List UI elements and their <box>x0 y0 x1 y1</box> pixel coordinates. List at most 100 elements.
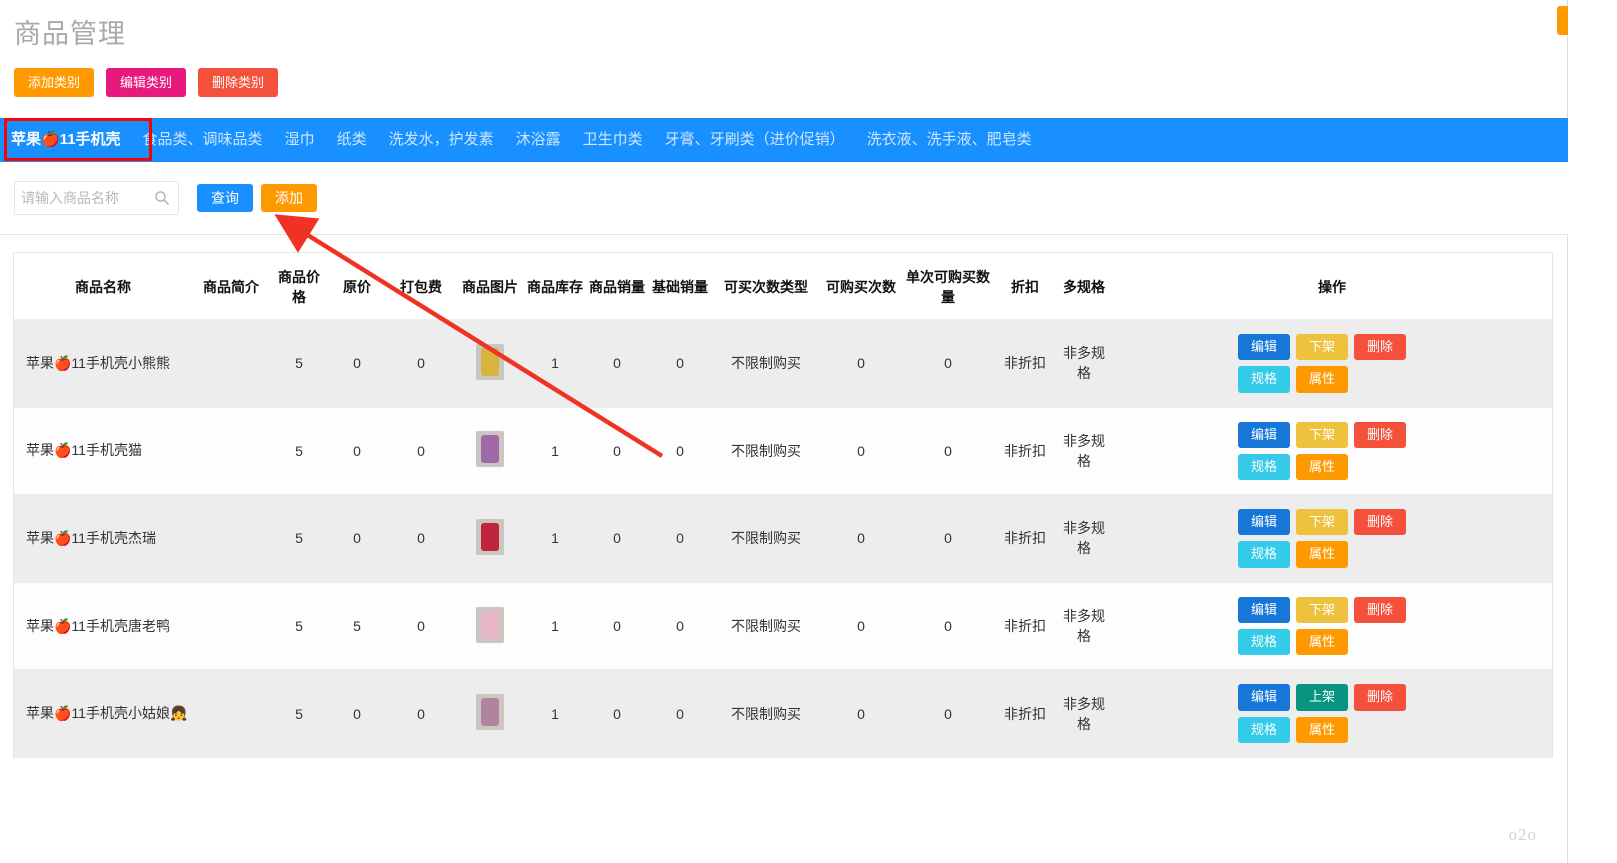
tab-toothpaste-toothbrush[interactable]: 牙膏、牙刷类（进价促销） <box>664 131 845 148</box>
edit-button[interactable]: 编辑 <box>1238 421 1291 448</box>
attribute-button[interactable]: 属性 <box>1296 541 1349 568</box>
product-thumbnail[interactable] <box>476 431 504 468</box>
col-buy-limit-type: 可买次数类型 <box>712 253 820 320</box>
operation-row-secondary: 规格 属性 <box>1238 541 1426 568</box>
cell-buy-limit-type: 不限制购买 <box>712 669 820 758</box>
attribute-button[interactable]: 属性 <box>1296 453 1349 481</box>
operation-row-primary: 编辑 上架 删除 <box>1238 684 1426 711</box>
product-thumbnail[interactable] <box>476 518 504 555</box>
unlist-button[interactable]: 下架 <box>1296 509 1349 536</box>
add-category-button[interactable]: 添加类别 <box>14 68 95 97</box>
delete-category-button[interactable]: 删除类别 <box>198 68 279 97</box>
cell-original-price: 5 <box>328 582 386 671</box>
cell-product-sales: 0 <box>586 319 648 408</box>
cell-product-intro <box>192 319 270 408</box>
cell-buy-limit-type: 不限制购买 <box>712 582 820 671</box>
operation-row-secondary: 规格 属性 <box>1238 629 1426 656</box>
unlist-button[interactable]: 下架 <box>1296 421 1349 448</box>
add-product-button[interactable]: 添加 <box>261 184 317 212</box>
cell-product-intro <box>192 669 270 758</box>
tab-body-wash[interactable]: 沐浴露 <box>515 131 561 148</box>
cell-original-price: 0 <box>328 407 386 496</box>
col-product-sales: 商品销量 <box>586 253 648 320</box>
tab-shampoo-conditioner[interactable]: 洗发水，护发素 <box>388 131 494 148</box>
cell-base-sales: 0 <box>648 319 712 408</box>
spec-button[interactable]: 规格 <box>1238 629 1291 656</box>
attribute-button[interactable]: 属性 <box>1296 716 1349 743</box>
table-header-row: 商品名称 商品简介 商品价格 原价 打包费 商品图片 商品库存 商品销量 基础销… <box>14 253 1552 320</box>
col-single-buy-qty: 单次可购买数量 <box>902 253 994 320</box>
query-button[interactable]: 查询 <box>197 184 253 212</box>
edit-button[interactable]: 编辑 <box>1238 684 1291 711</box>
edit-button[interactable]: 编辑 <box>1238 509 1291 536</box>
cell-product-stock: 1 <box>524 582 586 671</box>
cell-buy-count: 0 <box>820 319 902 408</box>
attribute-button[interactable]: 属性 <box>1296 629 1349 656</box>
product-thumbnail[interactable] <box>476 694 504 731</box>
cell-single-buy-qty: 0 <box>902 319 994 408</box>
cell-product-intro <box>192 582 270 671</box>
search-input[interactable] <box>15 183 145 213</box>
tab-sanitary-napkins[interactable]: 卫生巾类 <box>582 131 643 148</box>
tab-food-seasoning[interactable]: 食品类、调味品类 <box>142 131 263 148</box>
operation-row-secondary: 规格 属性 <box>1238 366 1426 393</box>
delete-button[interactable]: 删除 <box>1354 421 1407 448</box>
cell-single-buy-qty: 0 <box>902 407 994 496</box>
list-button[interactable]: 上架 <box>1296 684 1349 711</box>
search-icon[interactable] <box>154 190 170 206</box>
cell-base-sales: 0 <box>648 407 712 496</box>
delete-button[interactable]: 删除 <box>1354 684 1407 711</box>
thumbnail-image <box>481 522 499 551</box>
category-action-buttons: 添加类别 编辑类别 删除类别 <box>14 68 279 97</box>
unlist-button[interactable]: 下架 <box>1296 334 1349 361</box>
delete-button[interactable]: 删除 <box>1354 509 1407 536</box>
cell-discount: 非折扣 <box>994 407 1056 496</box>
operation-row-primary: 编辑 下架 删除 <box>1238 421 1426 448</box>
delete-button[interactable]: 删除 <box>1354 334 1407 361</box>
product-thumbnail[interactable] <box>476 343 504 380</box>
spec-button[interactable]: 规格 <box>1238 541 1291 568</box>
delete-button[interactable]: 删除 <box>1354 596 1407 624</box>
tab-wet-wipes[interactable]: 湿巾 <box>284 131 315 148</box>
attribute-button[interactable]: 属性 <box>1296 366 1349 393</box>
cell-base-sales: 0 <box>648 582 712 671</box>
col-product-name: 商品名称 <box>14 253 192 320</box>
tab-detergent-handwash-soap[interactable]: 洗衣液、洗手液、肥皂类 <box>866 131 1032 148</box>
cell-buy-count: 0 <box>820 494 902 583</box>
cell-product-image <box>456 669 524 758</box>
operation-row-primary: 编辑 下架 删除 <box>1238 509 1426 536</box>
product-thumbnail[interactable] <box>476 606 504 643</box>
cell-buy-limit-type: 不限制购买 <box>712 407 820 496</box>
col-original-price: 原价 <box>328 253 386 320</box>
edit-category-button[interactable]: 编辑类别 <box>106 68 187 97</box>
tab-paper[interactable]: 纸类 <box>336 131 367 148</box>
edit-button[interactable]: 编辑 <box>1238 334 1291 361</box>
cell-packing-fee: 0 <box>386 407 456 496</box>
table-row: 苹果🍎11手机壳杰瑞 5 0 0 1 0 0 不限制购买 0 0 非折扣 非多规格 编辑 下架 删除 规格 属性 <box>14 494 1552 583</box>
cell-discount: 非折扣 <box>994 669 1056 758</box>
spec-button[interactable]: 规格 <box>1238 453 1291 481</box>
cell-product-price: 5 <box>270 407 328 496</box>
unlist-button[interactable]: 下架 <box>1296 596 1349 624</box>
search-input-wrapper[interactable] <box>14 181 179 215</box>
table-row: 苹果🍎11手机壳小姑娘👧 5 0 0 1 0 0 不限制购买 0 0 非折扣 非多规格 编辑 上架 删除 规格… <box>14 669 1552 758</box>
tab-apple11-phonecase[interactable]: 苹果🍎11手机壳 <box>11 131 121 148</box>
cell-operations: 编辑 上架 删除 规格 属性 <box>1112 669 1552 758</box>
cell-buy-count: 0 <box>820 669 902 758</box>
edit-button[interactable]: 编辑 <box>1238 596 1291 624</box>
cell-product-name: 苹果🍎11手机壳猫 <box>14 407 192 496</box>
table-row: 苹果🍎11手机壳唐老鸭 5 5 0 1 0 0 不限制购买 0 0 非折扣 非多规格 编辑 下架 删除 规格属… <box>14 582 1552 671</box>
thumbnail-image <box>481 698 499 727</box>
cell-multi-spec: 非多规格 <box>1056 407 1112 496</box>
operation-row-primary: 编辑 下架 删除 <box>1238 334 1426 361</box>
col-product-intro: 商品简介 <box>192 253 270 320</box>
spec-button[interactable]: 规格 <box>1238 366 1291 393</box>
operation-buttons: 编辑 下架 删除 规格 属性 <box>1114 421 1550 481</box>
cell-product-name: 苹果🍎11手机壳小熊熊 <box>14 319 192 408</box>
thumbnail-image <box>481 610 499 639</box>
page-header: 商品管理 <box>0 0 1567 58</box>
cell-product-intro <box>192 407 270 496</box>
cell-product-sales: 0 <box>586 582 648 671</box>
spec-button[interactable]: 规格 <box>1238 716 1291 743</box>
